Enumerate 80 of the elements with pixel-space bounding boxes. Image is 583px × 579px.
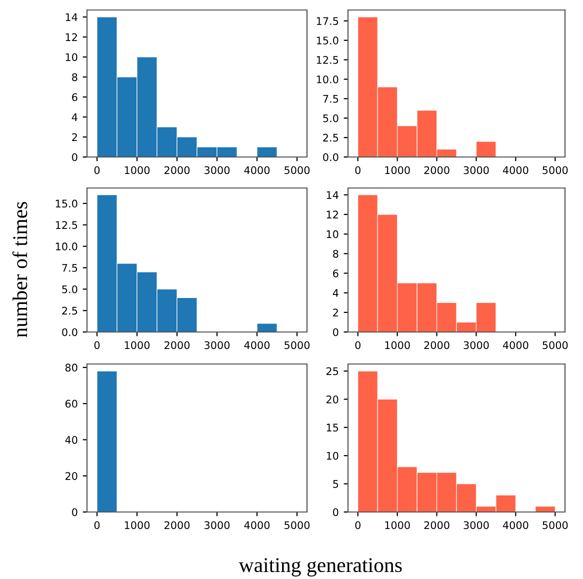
y-tick-label: 6 — [72, 93, 78, 102]
y-tick-label: 2 — [333, 308, 338, 316]
y-tick-label: 10 — [326, 230, 338, 238]
x-tick-label: 2000 — [424, 341, 450, 350]
y-axis-title: number of times — [12, 202, 28, 338]
x-tick-label: 2000 — [424, 521, 450, 530]
x-tick-label: 4000 — [502, 166, 528, 174]
y-tick-label: 80 — [65, 364, 78, 372]
y-tick-label: 10 — [66, 53, 78, 62]
y-tick-label: 14 — [326, 191, 338, 199]
y-tick-label: 60 — [65, 400, 78, 408]
y-tick-label: 12.5 — [56, 221, 78, 229]
x-tick-label: 5000 — [542, 341, 568, 350]
y-tick-label: 2.5 — [323, 134, 338, 142]
y-tick-label: 20 — [326, 395, 338, 404]
y-tick-label: 15 — [326, 424, 338, 432]
x-tick-label: 5000 — [284, 521, 310, 530]
y-tick-label: 15.0 — [316, 36, 338, 44]
x-tick-label: 2000 — [164, 166, 190, 174]
x-tick-label: 1000 — [385, 166, 410, 174]
y-tick-label: 6 — [333, 269, 338, 278]
y-tick-label: 12.5 — [316, 56, 338, 64]
y-tick-label: 25 — [326, 367, 338, 376]
y-tick-label: 0.0 — [62, 328, 78, 336]
x-tick-label: 0 — [355, 521, 360, 530]
x-tick-label: 1000 — [385, 521, 410, 530]
y-tick-label: 0.0 — [323, 153, 338, 162]
x-tick-label: 5000 — [284, 166, 310, 174]
y-tick-label: 10 — [326, 452, 338, 460]
x-tick-label: 1000 — [124, 341, 150, 350]
x-tick-label: 5000 — [542, 166, 568, 174]
x-tick-label: 1000 — [124, 521, 150, 530]
x-tick-label: 0 — [355, 341, 360, 350]
y-tick-label: 12 — [326, 210, 338, 218]
x-tick-label: 1000 — [385, 341, 410, 350]
x-tick-label: 1000 — [124, 166, 150, 174]
x-tick-label: 3000 — [464, 341, 489, 350]
y-tick-label: 17.5 — [316, 17, 338, 25]
x-tick-label: 0 — [94, 521, 100, 530]
x-tick-label: 5000 — [542, 521, 568, 530]
y-tick-label: 0 — [72, 508, 78, 516]
y-tick-label: 8 — [333, 250, 338, 258]
y-tick-label: 5.0 — [323, 114, 338, 122]
y-tick-label: 10.0 — [56, 242, 78, 250]
y-tick-label: 0 — [333, 328, 338, 336]
y-tick-label: 14 — [66, 13, 78, 21]
x-tick-label: 0 — [94, 341, 100, 350]
x-tick-label: 2000 — [164, 521, 190, 530]
x-tick-label: 2000 — [164, 341, 190, 350]
y-tick-label: 0 — [72, 153, 78, 162]
x-tick-label: 4000 — [244, 521, 270, 530]
y-tick-label: 0 — [333, 508, 338, 516]
x-tick-label: 2000 — [424, 166, 450, 174]
x-tick-label: 4000 — [502, 521, 528, 530]
x-tick-label: 3000 — [464, 521, 489, 530]
y-tick-label: 5.0 — [62, 285, 78, 294]
y-tick-label: 8 — [72, 73, 78, 82]
x-tick-label: 4000 — [244, 166, 270, 174]
y-tick-label: 4 — [332, 289, 338, 297]
y-tick-label: 20 — [65, 472, 78, 480]
x-tick-label: 4000 — [502, 341, 528, 350]
y-tick-label: 2.5 — [62, 306, 78, 315]
x-tick-label: 3000 — [204, 166, 230, 174]
x-tick-label: 0 — [355, 166, 360, 174]
y-tick-label: 4 — [72, 113, 78, 121]
x-tick-label: 4000 — [244, 341, 270, 350]
x-tick-label: 0 — [94, 166, 100, 174]
x-tick-label: 3000 — [464, 166, 489, 174]
y-tick-label: 7.5 — [323, 95, 338, 103]
y-tick-label: 5 — [333, 480, 338, 488]
x-tick-label: 3000 — [204, 341, 230, 350]
y-tick-label: 7.5 — [62, 264, 78, 272]
x-axis-title: waiting generations — [238, 558, 402, 576]
y-tick-label: 15.0 — [56, 200, 78, 208]
x-tick-label: 3000 — [204, 521, 230, 530]
y-tick-label: 2 — [72, 133, 77, 141]
y-tick-label: 12 — [66, 33, 77, 41]
y-tick-label: 40 — [65, 436, 78, 444]
x-tick-label: 5000 — [284, 341, 310, 350]
y-tick-label: 10.0 — [316, 75, 338, 84]
